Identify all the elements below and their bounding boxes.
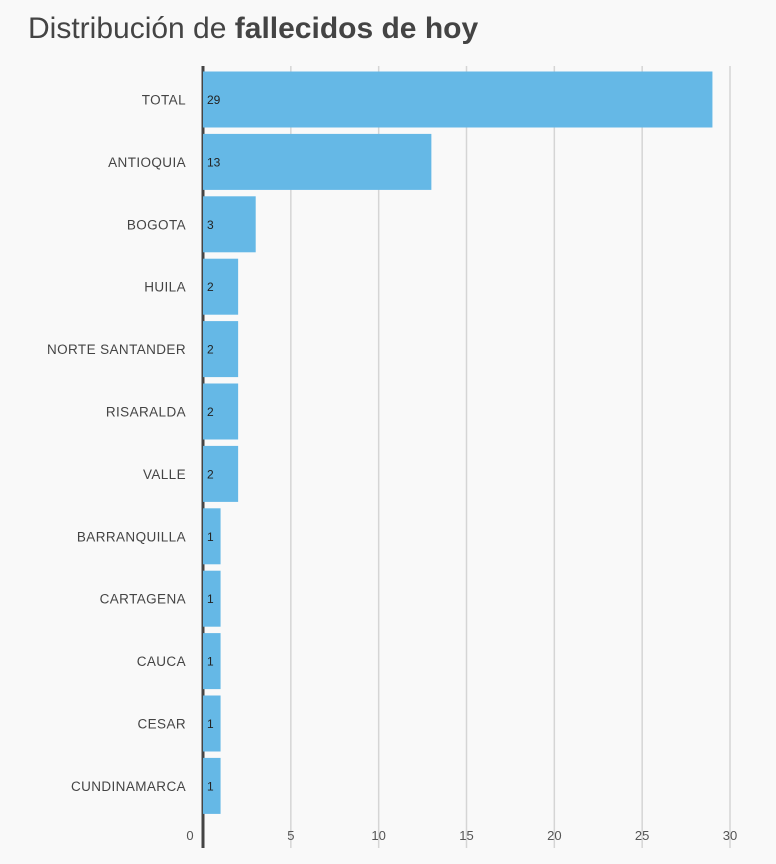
category-label-risaralda: RISARALDA	[106, 405, 186, 420]
category-label-total: TOTAL	[142, 93, 186, 108]
category-label-antioquia: ANTIOQUIA	[108, 155, 186, 170]
bar-huila	[203, 258, 239, 315]
bar-risaralda	[203, 383, 239, 440]
category-label-cauca: CAUCA	[137, 654, 186, 669]
bar-cesar	[203, 695, 221, 752]
chart-title-prefix: Distribución de	[28, 12, 235, 45]
category-label-cundinamarca: CUNDINAMARCA	[71, 779, 186, 794]
value-label-cundinamarca: 1	[207, 779, 214, 793]
category-label-cartagena: CARTAGENA	[100, 592, 186, 607]
bar-antioquia	[203, 133, 432, 190]
bar-total	[203, 71, 713, 128]
category-label-huila: HUILA	[144, 280, 186, 295]
x-tick-label-0: 0	[186, 828, 193, 843]
chart-title: Distribución de fallecidos de hoy	[28, 12, 478, 46]
value-label-cesar: 1	[207, 717, 214, 731]
value-label-total: 29	[207, 93, 221, 107]
bar-cauca	[203, 633, 221, 690]
value-label-cartagena: 1	[207, 592, 214, 606]
category-label-barranquilla: BARRANQUILLA	[77, 529, 186, 544]
value-label-cauca: 1	[207, 655, 214, 669]
bar-norte-santander	[203, 321, 239, 378]
bar-cartagena	[203, 570, 221, 627]
chart-title-bold: fallecidos de hoy	[234, 12, 479, 45]
x-tick-label-10: 10	[371, 828, 385, 843]
label-layer: 0 5 10 15 20 25 30 TOTAL 29 ANTIOQUIA 13 BOGOTA 3 HUI…	[47, 93, 737, 844]
value-label-risaralda: 2	[207, 405, 214, 419]
value-label-antioquia: 13	[207, 155, 221, 169]
category-label-bogota: BOGOTA	[127, 217, 186, 232]
x-tick-label-20: 20	[547, 828, 561, 843]
value-label-barranquilla: 1	[207, 530, 214, 544]
x-tick-label-5: 5	[287, 828, 294, 843]
value-label-valle: 2	[207, 467, 214, 481]
category-label-valle: VALLE	[143, 467, 186, 482]
category-label-cesar: CESAR	[137, 717, 186, 732]
value-label-bogota: 3	[207, 218, 214, 232]
bar-valle	[203, 445, 239, 502]
bar-cundinamarca	[203, 757, 221, 814]
value-label-norte-santander: 2	[207, 343, 214, 357]
x-tick-label-15: 15	[459, 828, 473, 843]
bar-barranquilla	[203, 508, 221, 565]
bar-bogota	[203, 196, 256, 253]
bar-layer	[203, 71, 713, 814]
value-label-huila: 2	[207, 280, 214, 294]
x-tick-label-30: 30	[723, 828, 737, 843]
x-tick-label-25: 25	[635, 828, 649, 843]
category-label-norte-santander: NORTE SANTANDER	[47, 342, 186, 357]
